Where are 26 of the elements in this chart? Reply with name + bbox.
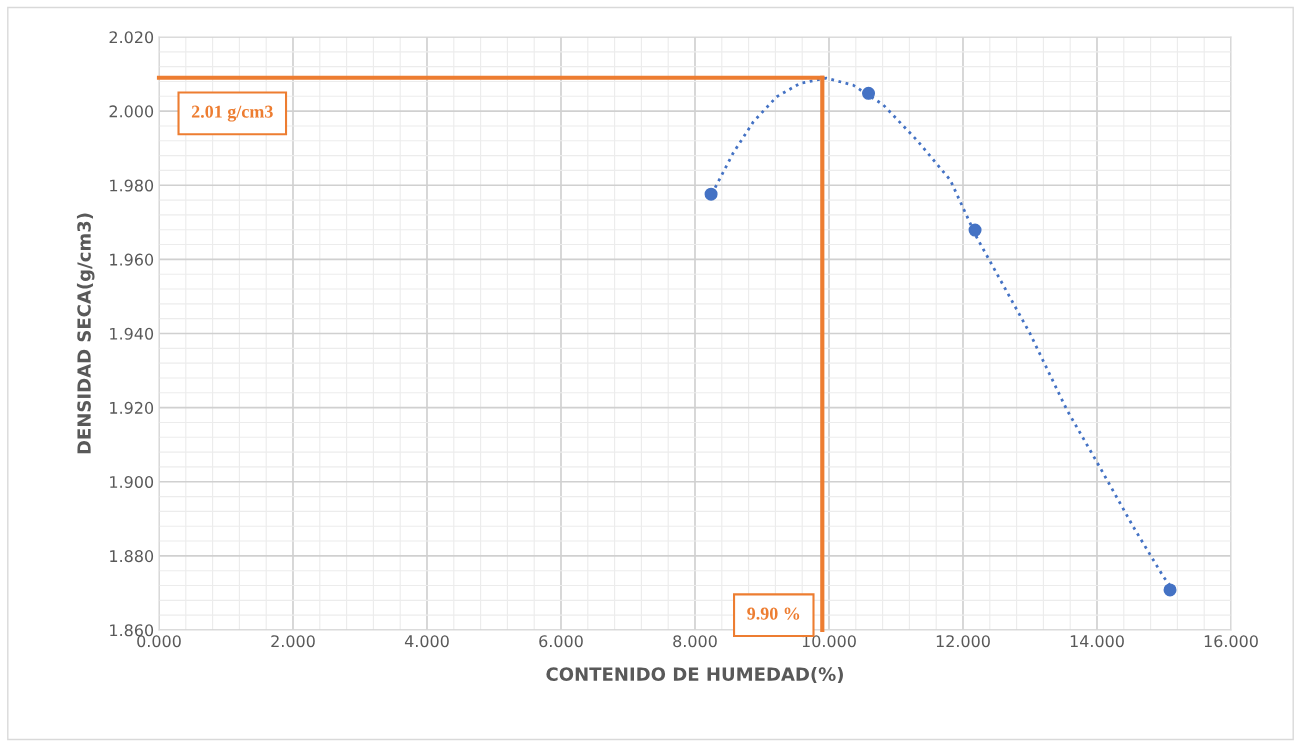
ref-line-label: 9.90 %: [747, 607, 800, 620]
y-tick-label: 1.920: [110, 401, 154, 414]
point: [704, 187, 718, 201]
x-tick-label: 8.000: [673, 635, 717, 648]
y-tick-label: 1.980: [110, 179, 154, 192]
x-tick-label: 16.000: [1204, 635, 1258, 648]
point: [968, 223, 982, 237]
point: [1163, 583, 1177, 597]
x-tick-label: 14.000: [1070, 635, 1124, 648]
y-tick-label: 2.020: [109, 31, 154, 44]
x-tick-label: 10.000: [802, 635, 856, 648]
point: [862, 86, 876, 100]
x-tick-label: 2.000: [271, 635, 315, 648]
x-axis-title: CONTENIDO DE HUMEDAD(%): [546, 667, 843, 684]
y-tick-label: 1.940: [110, 327, 154, 340]
y-axis-title: DENSIDAD SECA(g/cm3): [76, 213, 95, 454]
y-tick-label: 1.860: [110, 624, 154, 637]
y-tick-label: 1.880: [110, 550, 154, 563]
ref-line-label: 2.01 g/cm3: [191, 105, 273, 122]
y-tick-label: 1.960: [110, 253, 154, 266]
x-tick-label: 6.000: [539, 635, 583, 648]
x-tick-label: 4.000: [404, 635, 449, 648]
x-tick-label: 12.000: [936, 635, 990, 648]
x-tick-label: 0.000: [137, 635, 181, 648]
y-tick-label: 2.000: [109, 105, 154, 118]
y-tick-label: 1.900: [110, 475, 154, 489]
